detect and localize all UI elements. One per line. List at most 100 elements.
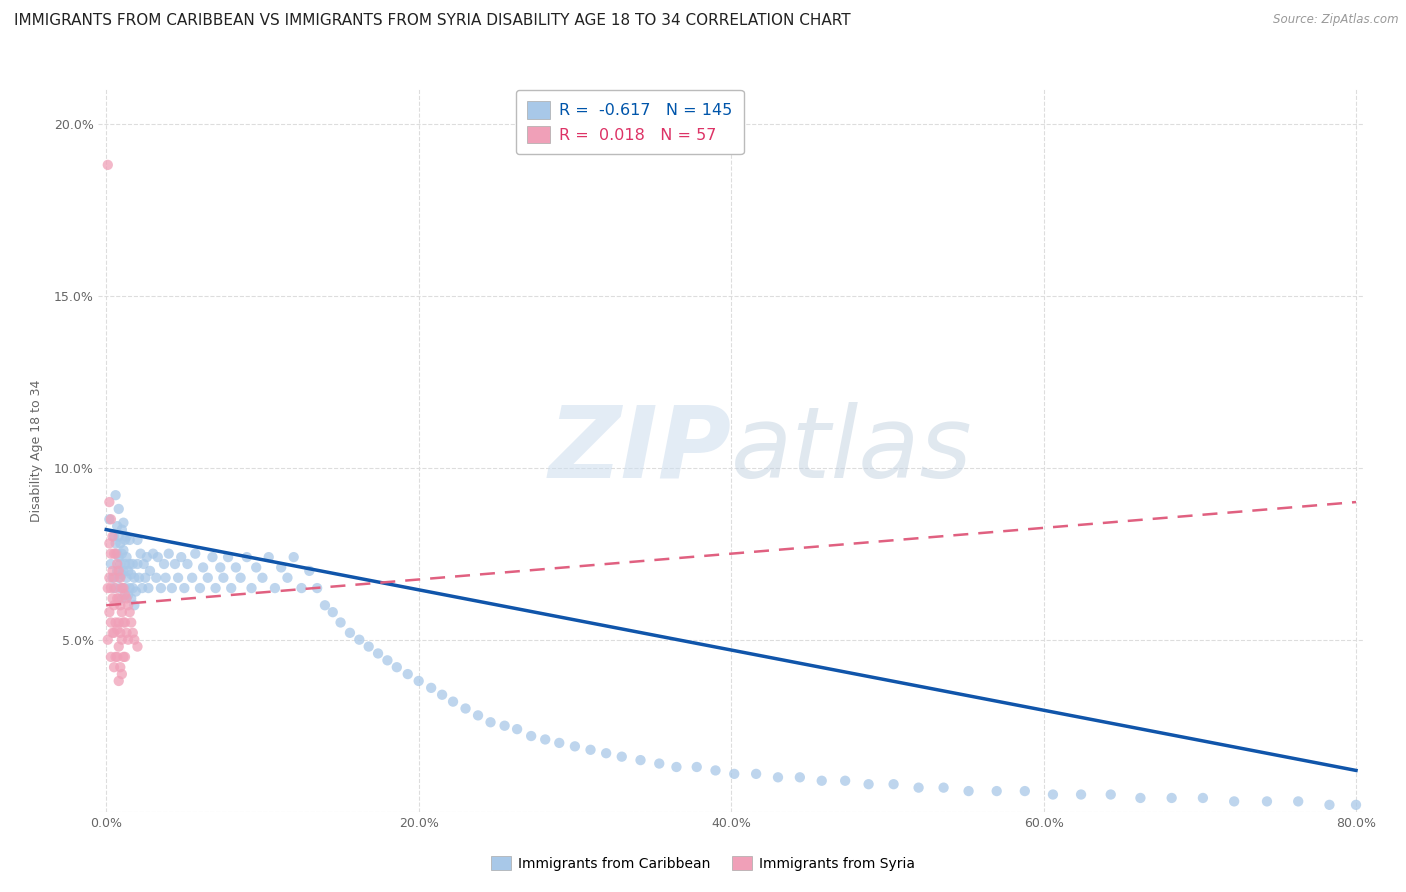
Point — [1042, 788, 1064, 802]
Point — [100, 649, 122, 664]
Point — [107, 640, 129, 654]
Point — [204, 581, 226, 595]
Point — [103, 547, 125, 561]
Point — [105, 591, 128, 606]
Point — [766, 770, 789, 784]
Point — [103, 625, 125, 640]
Point — [138, 581, 160, 595]
Point — [298, 564, 321, 578]
Point — [957, 784, 980, 798]
Point — [114, 557, 136, 571]
Point — [107, 615, 129, 630]
Point — [191, 560, 214, 574]
Point — [103, 529, 125, 543]
Point — [121, 625, 143, 640]
Point — [686, 760, 709, 774]
Point — [114, 615, 136, 630]
Point — [534, 732, 557, 747]
Point — [283, 550, 305, 565]
Point — [264, 581, 287, 595]
Point — [1286, 794, 1309, 808]
Text: atlas: atlas — [731, 402, 973, 499]
Point — [118, 533, 141, 547]
Point — [134, 571, 156, 585]
Point — [1223, 794, 1246, 808]
Point — [110, 660, 132, 674]
Point — [506, 722, 529, 736]
Point — [103, 660, 125, 674]
Point — [396, 667, 419, 681]
Point — [110, 571, 132, 585]
Point — [110, 599, 132, 613]
Point — [307, 581, 329, 595]
Point — [107, 564, 129, 578]
Point — [110, 536, 132, 550]
Point — [229, 571, 252, 585]
Point — [357, 640, 380, 654]
Point — [377, 653, 399, 667]
Point — [118, 557, 141, 571]
Point — [128, 571, 150, 585]
Point — [124, 599, 146, 613]
Point — [105, 519, 128, 533]
Point — [610, 749, 633, 764]
Point — [520, 729, 543, 743]
Point — [104, 581, 127, 595]
Point — [1319, 797, 1341, 812]
Point — [1014, 784, 1036, 798]
Point — [101, 591, 124, 606]
Point — [1160, 791, 1182, 805]
Point — [367, 647, 389, 661]
Point — [115, 529, 138, 543]
Point — [167, 571, 190, 585]
Point — [129, 547, 152, 561]
Point — [110, 557, 132, 571]
Point — [181, 571, 204, 585]
Point — [197, 571, 219, 585]
Point — [100, 615, 122, 630]
Point — [98, 571, 121, 585]
Point — [441, 695, 464, 709]
Point — [104, 649, 127, 664]
Point — [648, 756, 671, 771]
Point — [329, 615, 352, 630]
Y-axis label: Disability Age 18 to 34: Disability Age 18 to 34 — [30, 379, 42, 522]
Point — [98, 495, 121, 509]
Point — [149, 581, 172, 595]
Point — [810, 773, 832, 788]
Point — [209, 560, 232, 574]
Point — [201, 550, 224, 565]
Point — [322, 605, 344, 619]
Point — [124, 632, 146, 647]
Point — [100, 557, 122, 571]
Point — [1070, 788, 1092, 802]
Point — [188, 581, 211, 595]
Point — [98, 512, 121, 526]
Point — [107, 529, 129, 543]
Point — [98, 605, 121, 619]
Text: Source: ZipAtlas.com: Source: ZipAtlas.com — [1274, 13, 1399, 27]
Point — [103, 571, 125, 585]
Point — [157, 547, 180, 561]
Point — [1192, 791, 1215, 805]
Point — [1256, 794, 1278, 808]
Point — [548, 736, 571, 750]
Point — [176, 557, 198, 571]
Legend: Immigrants from Caribbean, Immigrants from Syria: Immigrants from Caribbean, Immigrants fr… — [485, 851, 921, 876]
Point — [139, 564, 162, 578]
Point — [111, 581, 134, 595]
Point — [579, 743, 602, 757]
Point — [97, 581, 120, 595]
Point — [142, 547, 165, 561]
Point — [704, 764, 727, 778]
Point — [114, 588, 136, 602]
Point — [270, 560, 292, 574]
Point — [115, 571, 138, 585]
Point — [111, 547, 134, 561]
Point — [257, 550, 280, 565]
Point — [564, 739, 586, 754]
Point — [146, 550, 169, 565]
Point — [986, 784, 1008, 798]
Point — [117, 588, 139, 602]
Point — [101, 571, 124, 585]
